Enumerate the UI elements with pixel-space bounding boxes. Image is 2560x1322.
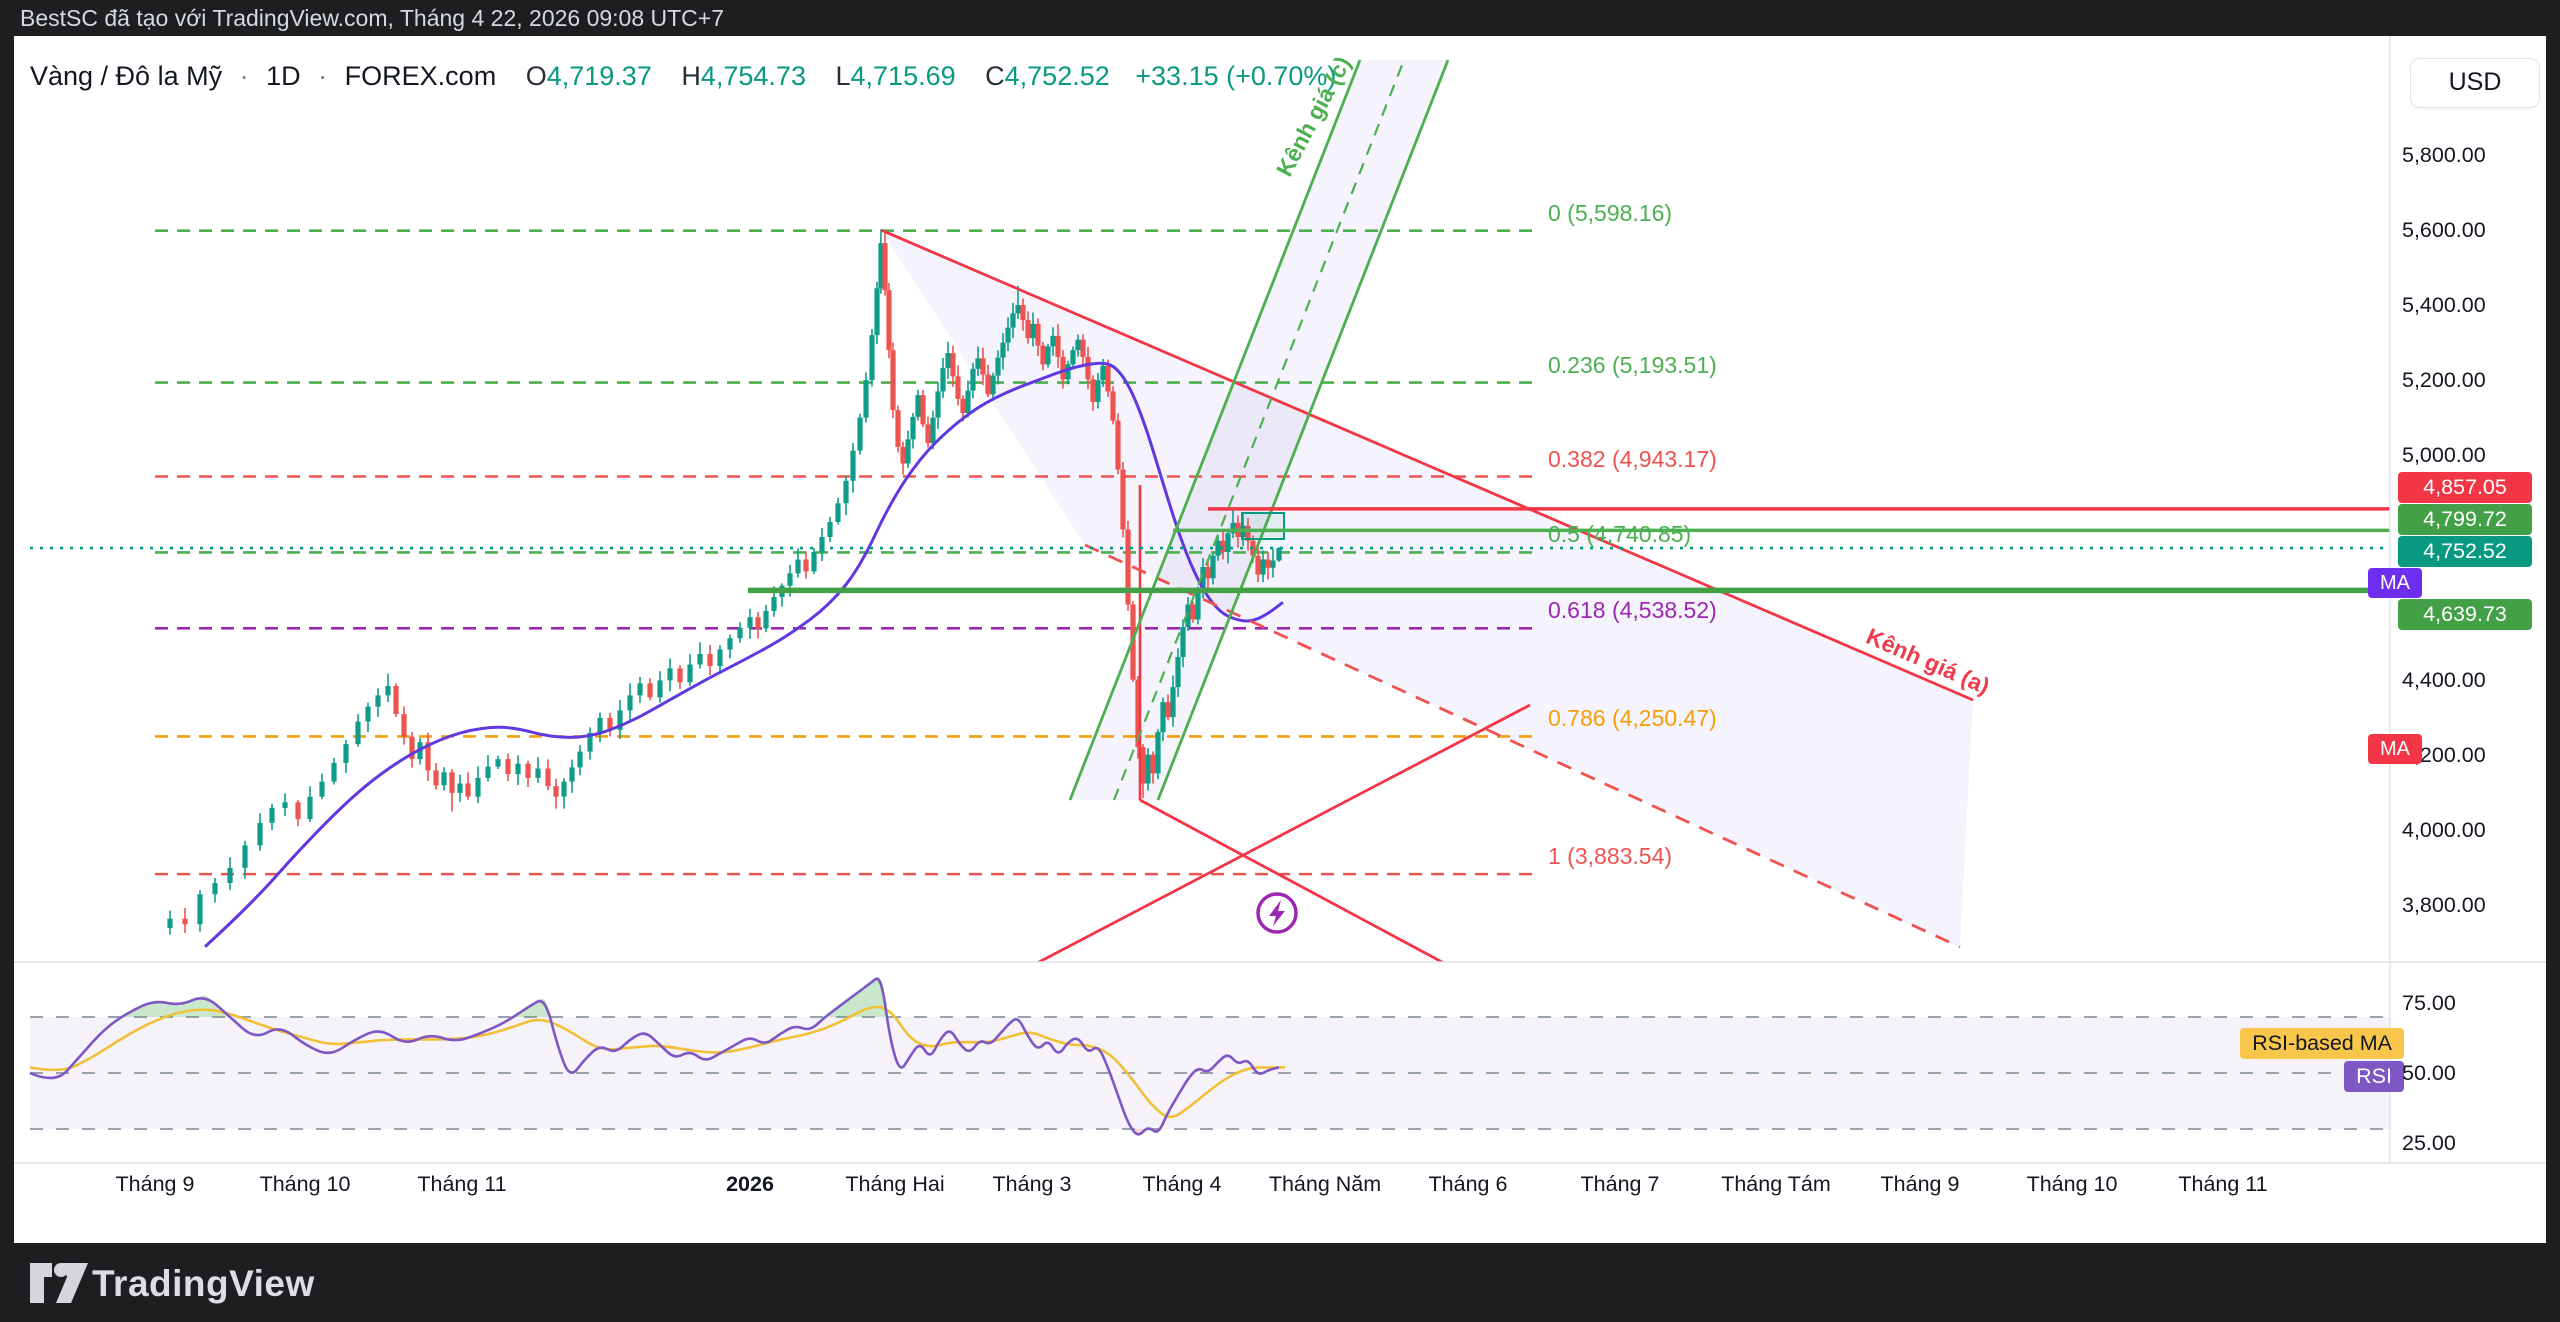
price-badge: 4,799.72 [2398,504,2532,535]
price-tick[interactable]: 5,200.00 [2402,368,2486,393]
price-tick[interactable]: 5,000.00 [2402,443,2486,468]
price-tick[interactable]: 4,400.00 [2402,668,2486,693]
fib-level-label[interactable]: 0 (5,598.16) [1548,199,1673,226]
interval-value[interactable]: 1D [266,61,301,91]
time-label[interactable]: Tháng 4 [1142,1172,1222,1196]
price-tick[interactable]: 4,000.00 [2402,818,2486,843]
rsi-based-ma-badge: RSI-based MA [2240,1028,2404,1059]
rsi-tick[interactable]: 50.00 [2402,1061,2456,1085]
fib-level-label[interactable]: 0.786 (4,250.47) [1548,705,1717,732]
separator-dot: · [318,61,328,91]
price-badge: MA [2368,568,2422,598]
time-label[interactable]: Tháng Năm [1268,1172,1382,1196]
time-label[interactable]: Tháng 6 [1428,1172,1508,1196]
fib-level-label[interactable]: 0.382 (4,943.17) [1548,445,1717,472]
rsi-badge: RSI [2344,1061,2404,1092]
time-label[interactable]: Tháng Tám [1721,1172,1831,1196]
time-label[interactable]: Tháng 10 [259,1172,351,1196]
separator-dot: · [239,61,249,91]
close-value: 4,752.52 [1004,61,1110,91]
brand-wordmark[interactable]: TradingView [92,1263,315,1304]
price-badge: MA [2368,734,2422,764]
fib-level-label[interactable]: 0.618 (4,538.52) [1548,597,1717,624]
high-value: 4,754.73 [700,61,806,91]
symbol-title[interactable]: Vàng / Đô la Mỹ [30,61,223,91]
close-label: C [985,61,1005,91]
change-value: +33.15 (+0.70%) [1135,61,1337,91]
time-label[interactable]: Tháng 9 [1880,1172,1960,1196]
low-value: 4,715.69 [850,61,956,91]
price-tick[interactable]: 5,800.00 [2402,143,2486,167]
high-label: H [681,61,701,91]
price-badge: 4,639.73 [2398,599,2532,630]
time-label[interactable]: 2026 [726,1172,774,1196]
open-value: 4,719.37 [546,61,652,91]
price-tick[interactable]: 5,600.00 [2402,218,2486,243]
price-badge: 4,752.52 [2398,536,2532,567]
symbol-header: Vàng / Đô la Mỹ · 1D · FOREX.com O4,719.… [30,58,1336,94]
time-label[interactable]: Tháng 7 [1580,1172,1660,1196]
attribution-bar: BestSC đã tạo với TradingView.com, Tháng… [0,0,2560,36]
price-tick[interactable]: 5,400.00 [2402,293,2486,318]
time-label[interactable]: Tháng 3 [992,1172,1072,1196]
time-label[interactable]: Tháng 11 [2178,1172,2268,1196]
price-tick[interactable]: 3,800.00 [2402,893,2486,918]
time-label[interactable]: Tháng Hai [845,1172,945,1196]
attribution-text: BestSC đã tạo với TradingView.com, Tháng… [20,5,725,31]
footer-bar: TradingView [0,1243,2560,1322]
time-label[interactable]: Tháng 9 [115,1172,195,1196]
fib-level-label[interactable]: 0.5 (4,740.85) [1548,521,1692,548]
chart-surface[interactable] [14,36,2546,1243]
fib-level-label[interactable]: 0.236 (5,193.51) [1548,351,1717,378]
rsi-tick[interactable]: 25.00 [2402,1131,2456,1155]
rsi-tick[interactable]: 75.00 [2402,991,2456,1015]
tradingview-logo-icon[interactable] [28,1261,90,1305]
fib-level-label[interactable]: 1 (3,883.54) [1548,843,1673,870]
time-label[interactable]: Tháng 10 [2026,1172,2118,1196]
open-label: O [525,61,547,91]
time-label[interactable]: Tháng 11 [417,1172,507,1196]
currency-toggle-button[interactable]: USD [2410,58,2540,108]
exchange-name[interactable]: FOREX.com [344,61,497,91]
low-label: L [835,61,851,91]
price-badge: 4,857.05 [2398,472,2532,503]
